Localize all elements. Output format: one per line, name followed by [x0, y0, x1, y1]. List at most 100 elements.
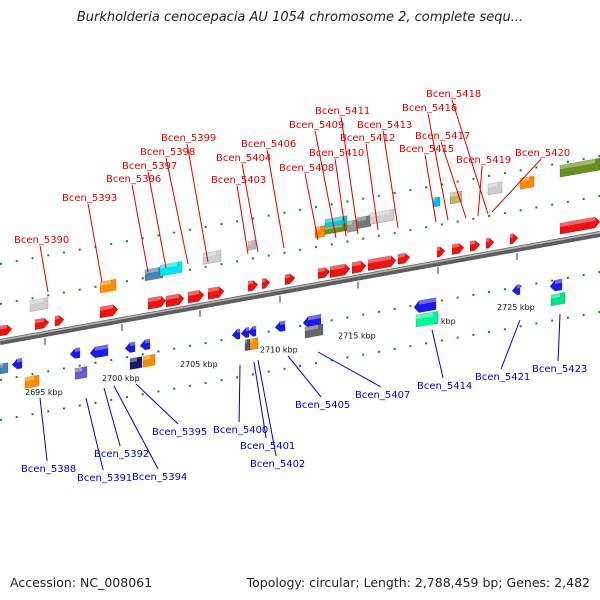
gene-label-bcen_5416[interactable]: Bcen_5416	[402, 103, 457, 114]
callout-line	[451, 99, 489, 215]
gene-label-bcen_5405[interactable]: Bcen_5405	[295, 400, 350, 411]
gene-arrow[interactable]	[509, 233, 519, 245]
gene-label-bcen_5415[interactable]: Bcen_5415	[399, 144, 454, 155]
gene-arrow[interactable]	[247, 280, 259, 292]
gene-block[interactable]	[24, 374, 40, 389]
gene-label-bcen_5404[interactable]: Bcen_5404	[216, 153, 271, 164]
gene-arrow[interactable]	[451, 243, 465, 255]
gene-arrow[interactable]	[231, 328, 241, 340]
gene-block[interactable]	[159, 260, 183, 277]
gene-arrow[interactable]	[549, 278, 563, 292]
callout-line	[131, 184, 149, 273]
gene-block[interactable]	[449, 190, 463, 205]
callout-line	[238, 364, 241, 423]
gene-label-bcen_5406[interactable]: Bcen_5406	[241, 139, 296, 150]
gene-block[interactable]	[142, 353, 156, 368]
gene-label-bcen_5420[interactable]: Bcen_5420	[515, 148, 570, 159]
gene-label-bcen_5391[interactable]: Bcen_5391	[77, 473, 132, 484]
gene-arrow[interactable]	[274, 320, 286, 333]
label-layer: Bcen_5390 Bcen_5393 Bcen_5396 Bcen_5397 Bcen…	[14, 89, 587, 484]
gene-arrow[interactable]	[247, 325, 257, 337]
scale-tick-label: 2695 kbp	[25, 388, 63, 397]
gene-label-bcen_5392[interactable]: Bcen_5392	[94, 449, 149, 460]
gene-label-bcen_5396[interactable]: Bcen_5396	[106, 174, 161, 185]
gene-block[interactable]	[0, 362, 9, 375]
gene-arrow[interactable]	[261, 277, 271, 290]
gene-block[interactable]	[304, 323, 324, 339]
scale-tick-label: 2700 kbp	[102, 374, 140, 383]
gene-arrow[interactable]	[54, 315, 65, 327]
gene-label-bcen_5409[interactable]: Bcen_5409	[289, 120, 344, 131]
gene-label-bcen_5399[interactable]: Bcen_5399	[161, 133, 216, 144]
gene-label-bcen_5407[interactable]: Bcen_5407	[355, 390, 410, 401]
sequence-backbone	[0, 231, 600, 345]
gene-arrow[interactable]	[413, 297, 437, 314]
gene-arrow[interactable]	[351, 260, 367, 274]
gene-label-bcen_5401[interactable]: Bcen_5401	[240, 441, 295, 452]
gene-block[interactable]	[346, 219, 358, 233]
gene-label-bcen_5411[interactable]: Bcen_5411	[315, 106, 370, 117]
gene-label-bcen_5418[interactable]: Bcen_5418	[426, 89, 481, 100]
gene-block[interactable]	[559, 157, 600, 178]
gene-block[interactable]	[129, 356, 143, 370]
gene-label-bcen_5393[interactable]: Bcen_5393	[62, 193, 117, 204]
gene-label-bcen_5408[interactable]: Bcen_5408	[279, 163, 334, 174]
gene-arrow[interactable]	[147, 295, 167, 310]
gene-label-bcen_5412[interactable]: Bcen_5412	[340, 133, 395, 144]
gene-label-bcen_5390[interactable]: Bcen_5390	[14, 235, 69, 246]
gene-label-bcen_5413[interactable]: Bcen_5413	[357, 120, 412, 131]
gene-block[interactable]	[369, 208, 395, 225]
gene-block[interactable]	[202, 249, 222, 265]
gene-label-bcen_5400[interactable]: Bcen_5400	[213, 425, 268, 436]
gene-arrow[interactable]	[559, 216, 600, 235]
gene-arrow[interactable]	[139, 338, 151, 351]
gene-label-bcen_5394[interactable]: Bcen_5394	[132, 472, 187, 483]
gene-arrow[interactable]	[240, 326, 250, 339]
gene-block[interactable]	[550, 291, 566, 307]
gene-arrow[interactable]	[99, 304, 119, 319]
gene-arrow[interactable]	[329, 263, 351, 278]
gene-label-bcen_5397[interactable]: Bcen_5397	[122, 161, 177, 172]
gene-label-bcen_5421[interactable]: Bcen_5421	[475, 372, 530, 383]
scale-tick-label: 2715 kbp	[338, 332, 376, 341]
gene-block[interactable]	[99, 278, 117, 294]
gene-label-bcen_5423[interactable]: Bcen_5423	[532, 364, 587, 375]
gene-block[interactable]	[249, 337, 259, 351]
gene-block[interactable]	[487, 181, 503, 196]
gene-arrow[interactable]	[397, 252, 411, 265]
gene-arrow[interactable]	[89, 344, 109, 359]
gene-arrow[interactable]	[11, 357, 23, 370]
gene-block[interactable]	[415, 310, 439, 328]
gene-label-bcen_5402[interactable]: Bcen_5402	[250, 459, 305, 470]
gene-arrow[interactable]	[165, 293, 185, 308]
callout-line	[491, 158, 542, 213]
gene-arrow[interactable]	[187, 289, 205, 304]
gene-arrow[interactable]	[317, 267, 331, 280]
gene-arrow[interactable]	[0, 324, 13, 337]
gene-block[interactable]	[356, 214, 372, 230]
gene-block[interactable]	[29, 297, 49, 312]
gene-block[interactable]	[519, 175, 535, 190]
gene-label-bcen_5414[interactable]: Bcen_5414	[417, 381, 472, 392]
gene-arrow[interactable]	[436, 246, 446, 258]
gene-label-bcen_5395[interactable]: Bcen_5395	[152, 427, 207, 438]
gene-label-bcen_5410[interactable]: Bcen_5410	[309, 148, 364, 159]
gene-label-bcen_5419[interactable]: Bcen_5419	[456, 155, 511, 166]
gene-label-bcen_5417[interactable]: Bcen_5417	[415, 131, 470, 142]
gene-arrow[interactable]	[485, 237, 495, 249]
gene-arrow[interactable]	[124, 341, 136, 354]
gene-block[interactable]	[74, 366, 88, 380]
callout-line	[334, 158, 347, 237]
gene-arrow[interactable]	[34, 317, 50, 331]
gene-label-bcen_5388[interactable]: Bcen_5388	[21, 464, 76, 475]
gene-arrow[interactable]	[469, 240, 481, 252]
gene-arrow[interactable]	[69, 347, 81, 360]
gene-label-bcen_5403[interactable]: Bcen_5403	[211, 175, 266, 186]
gene-arrow[interactable]	[367, 255, 397, 272]
gene-arrow[interactable]	[207, 286, 225, 300]
gene-block[interactable]	[247, 239, 257, 251]
gene-label-bcen_5398[interactable]: Bcen_5398	[140, 147, 195, 158]
gene-arrow[interactable]	[511, 284, 521, 296]
gene-block[interactable]	[432, 196, 441, 208]
gene-arrow[interactable]	[284, 273, 296, 286]
